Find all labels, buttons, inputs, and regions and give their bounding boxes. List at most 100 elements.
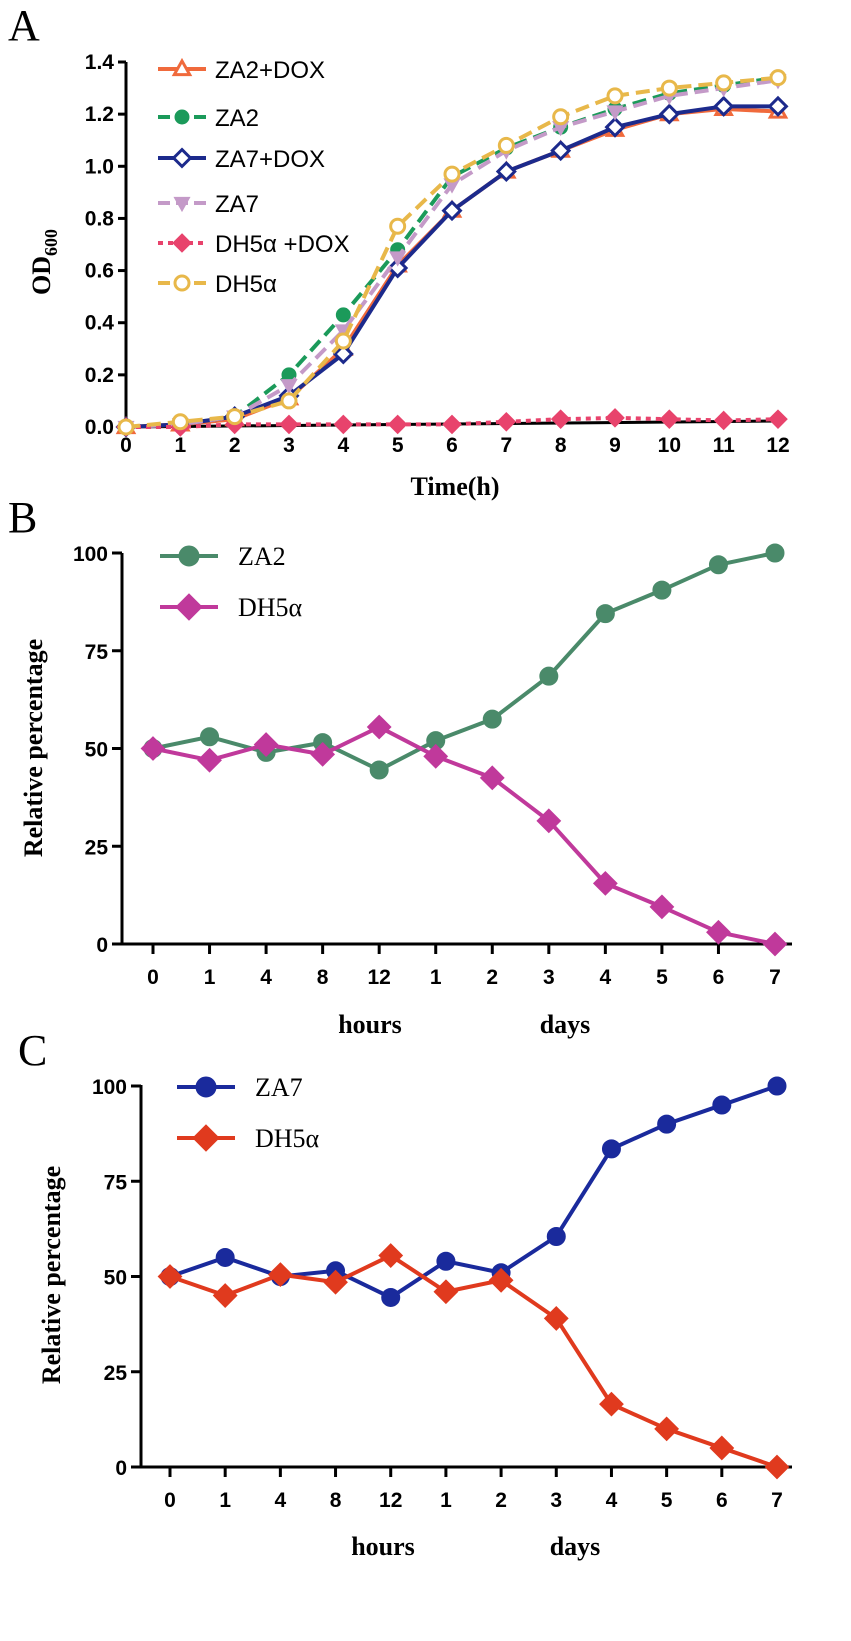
data-point-za2 (708, 555, 728, 575)
panel-a-x-tick-label: 8 (555, 434, 567, 457)
data-point-dh5alpha (117, 418, 135, 436)
panel-b-x-tick-label: 7 (769, 966, 781, 989)
panel-a-y-tick-label: 0.2 (85, 364, 114, 387)
panel-c-group-label-days: days (550, 1532, 601, 1561)
panel-a-y-axis-title-sub: 600 (41, 229, 61, 256)
panel-c-x-tick-label: 8 (330, 1489, 342, 1512)
data-point-za7-dox (658, 103, 680, 125)
legend-item-za2-dox: ZA2+DOX (158, 57, 325, 84)
legend-label: ZA2 (238, 542, 286, 571)
data-point-dh5alpha (378, 1243, 404, 1268)
data-point-dh5alpha (660, 79, 678, 97)
panel-a-x-ticks: 0 1 2 3 4 5 6 7 8 9 10 11 12 (120, 434, 790, 457)
data-point-dh5alpha-dox (496, 411, 517, 432)
data-point-za2 (482, 709, 502, 729)
series-line-za7 (169, 1084, 778, 1300)
data-point-dh5alpha (157, 1264, 183, 1289)
data-point-dh5alpha (649, 894, 675, 920)
panel-b-x-tick-label: 12 (368, 966, 391, 989)
panel-b-x-tick-label: 2 (486, 966, 498, 989)
data-point-za2 (200, 727, 220, 747)
panel-a-legend: ZA2+DOX ZA2 ZA7+DOX ZA7 DH5α +DOX DH5α (158, 57, 350, 298)
panel-a-y-tick-label: 1.0 (85, 155, 114, 178)
series-za2 (143, 543, 785, 780)
legend-label: DH5α (215, 271, 277, 298)
data-point-za7-dox (387, 257, 409, 279)
panel-a-letter: A (8, 1, 40, 50)
series-za7 (160, 1076, 787, 1307)
panel-a-x-tick-label: 3 (283, 434, 295, 457)
data-point-za7-dox (713, 95, 735, 117)
data-point-za7-dox (441, 200, 463, 222)
data-point-dh5alpha (280, 392, 298, 410)
data-point-dh5alpha (389, 217, 407, 235)
data-point-za2 (335, 307, 351, 323)
panel-a-x-tick-label: 10 (658, 434, 681, 457)
data-point-za7 (767, 1076, 787, 1096)
data-point-dh5alpha (769, 69, 787, 87)
legend-label: ZA2 (215, 105, 259, 132)
data-point-za7 (389, 251, 407, 267)
panel-b-group-label-hours: hours (338, 1010, 402, 1039)
panel-c-y-ticks: 0 25 50 75 100 (92, 1076, 141, 1480)
data-point-dh5alpha (764, 1454, 790, 1480)
data-point-dh5alpha (334, 332, 352, 350)
legend-label: DH5α (255, 1124, 320, 1153)
panel-b-y-ticks: 0 25 50 75 100 (73, 543, 122, 957)
data-point-dh5alpha-dox (387, 414, 408, 435)
panel-a-y-tick-label: 0.0 (85, 416, 114, 439)
data-point-dh5alpha (709, 1435, 735, 1461)
panel-a-y-axis-title-main: OD (27, 256, 56, 295)
panel-c-x-tick-label: 2 (495, 1489, 507, 1512)
series-line-dh5alpha (169, 1253, 778, 1469)
legend-swatch-marker (171, 57, 193, 77)
panel-b-y-tick-label: 75 (85, 641, 109, 664)
data-point-za2 (652, 580, 672, 600)
data-point-dh5alpha (443, 165, 461, 183)
data-point-za7 (436, 1251, 456, 1271)
data-point-dh5alpha (592, 870, 618, 896)
data-point-dh5alpha (599, 1391, 624, 1417)
series-dh5alpha (140, 714, 788, 957)
data-point-za7-dox (767, 95, 789, 117)
data-point-za2 (595, 604, 615, 624)
data-point-dh5alpha (715, 74, 733, 92)
panel-a-y-tick-label: 0.4 (85, 312, 115, 335)
panel-b-x-tick-label: 1 (204, 966, 216, 989)
panel-a-y-axis-title: OD600 (27, 229, 61, 295)
panel-a-y-tick-label: 1.2 (85, 103, 114, 126)
data-point-dh5alpha (433, 1279, 459, 1305)
panel-a-x-tick-label: 12 (766, 434, 789, 457)
panel-b-x-tick-label: 8 (317, 966, 329, 989)
data-point-dh5alpha (543, 1306, 569, 1331)
legend-swatch-marker (174, 109, 190, 125)
data-point-dh5alpha (267, 1262, 293, 1288)
data-point-dh5alpha-dox (713, 410, 734, 431)
panel-a-x-tick-label: 5 (392, 434, 404, 457)
panel-b-x-tick-label: 4 (600, 966, 612, 989)
panel-c-y-axis-title: Relative percentage (37, 1166, 66, 1384)
data-point-za7 (712, 1095, 732, 1115)
data-point-dh5alpha (366, 714, 392, 740)
legend-swatch-marker (171, 147, 193, 169)
data-point-dh5alpha (606, 87, 624, 105)
panel-b-x-tick-label: 4 (260, 966, 272, 989)
panel-b-x-tick-label: 3 (543, 966, 555, 989)
data-point-dh5alpha (423, 743, 449, 769)
data-point-dh5alpha (226, 408, 244, 426)
legend-swatch-marker (173, 196, 191, 213)
series-dh5alpha (157, 1243, 790, 1480)
panel-c-x-ticks: 0 1 4 8 12 1 2 3 4 5 6 7 (164, 1467, 783, 1512)
panel-c-x-tick-label: 3 (550, 1489, 562, 1512)
panel-a-x-axis-title: Time(h) (410, 472, 499, 501)
data-point-dh5alpha (552, 108, 570, 126)
series-line-za2 (152, 551, 776, 773)
legend-item-za2: ZA2 (158, 105, 259, 132)
panel-a-x-tick-label: 4 (337, 434, 349, 457)
panel-c-y-tick-label: 75 (104, 1171, 128, 1194)
legend-item-za7-dox: ZA7+DOX (158, 146, 325, 173)
legend-label: DH5α +DOX (215, 231, 350, 258)
data-point-dh5alpha (310, 741, 336, 767)
panel-c-series (157, 1076, 790, 1480)
